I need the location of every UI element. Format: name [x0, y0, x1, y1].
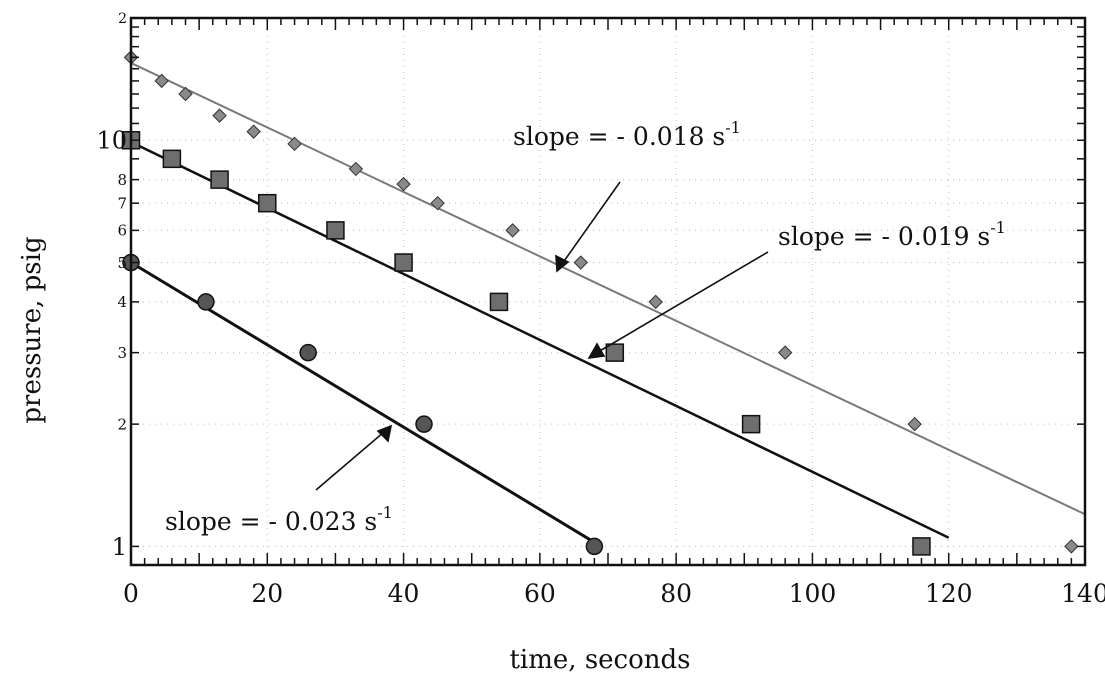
- diamond-marker: [287, 136, 302, 152]
- circle-marker: [197, 293, 215, 311]
- square-marker: [605, 343, 625, 362]
- y-axis-label: pressure, psig: [17, 236, 47, 423]
- diamond-marker: [178, 86, 193, 102]
- fit-line-series-1: [130, 62, 1086, 516]
- slope-label-0018-sup: -1: [725, 118, 741, 137]
- diamond-marker: [246, 124, 261, 139]
- x-tick-label: 100: [789, 579, 837, 608]
- circle-marker: [585, 537, 604, 556]
- y-tick-label: 8: [117, 171, 127, 189]
- diamond-marker: [212, 108, 227, 123]
- arrow-0019: [597, 251, 769, 353]
- annotation-arrows: [315, 181, 769, 491]
- diamond-marker: [777, 345, 793, 360]
- slope-label-0019-text: slope = - 0.019 s: [778, 222, 990, 251]
- y-tick-label: 1: [112, 533, 127, 561]
- y-tick-labels: 1 2 3 4 5 6 7 8 10 2: [96, 11, 127, 561]
- slope-label-0023-sup: -1: [377, 503, 393, 522]
- x-tick-label: 80: [660, 579, 692, 608]
- diamond-marker: [573, 255, 588, 270]
- x-tick-labels: 0 20 40 60 80 100 120 140: [123, 579, 1105, 608]
- slope-label-0018-text: slope = - 0.018 s: [513, 122, 725, 151]
- x-axis-label: time, seconds: [509, 645, 690, 675]
- x-tick-label: 120: [925, 579, 973, 608]
- circle-marker: [299, 343, 317, 362]
- minor-ticks: [130, 17, 1086, 565]
- data-markers: [121, 50, 1079, 556]
- x-tick-label: 60: [524, 579, 556, 608]
- diamond-marker: [154, 73, 169, 89]
- square-marker: [741, 414, 761, 434]
- slope-label-0018: slope = - 0.018 s-1: [513, 118, 741, 151]
- circle-marker: [415, 415, 433, 433]
- x-tick-label: 0: [123, 579, 139, 608]
- grid-lines: [131, 17, 1085, 565]
- slope-label-0023-text: slope = - 0.023 s: [165, 507, 377, 536]
- x-tick-label: 40: [388, 579, 420, 608]
- square-marker: [912, 537, 931, 556]
- arrow-head-0019: [587, 342, 606, 360]
- square-marker: [326, 221, 345, 240]
- diamond-marker: [430, 195, 445, 211]
- slope-label-0019: slope = - 0.019 s-1: [778, 218, 1006, 251]
- slope-label-0023: slope = - 0.023 s-1: [165, 503, 393, 536]
- arrow-head-0023: [376, 424, 393, 443]
- square-marker: [489, 292, 509, 312]
- x-tick-label: 20: [251, 579, 283, 608]
- y-tick-label: 4: [117, 293, 127, 311]
- diamond-marker: [648, 294, 663, 310]
- diamond-marker: [1064, 539, 1079, 554]
- y-tick-label: 10: [96, 127, 127, 155]
- arrow-0018: [561, 181, 621, 265]
- y-tick-label: 2: [118, 11, 127, 27]
- fit-line-series-2: [130, 140, 950, 539]
- diamond-marker: [505, 223, 520, 238]
- square-marker: [258, 193, 277, 213]
- x-tick-label: 140: [1061, 579, 1105, 608]
- square-marker: [162, 149, 182, 169]
- square-marker: [394, 253, 413, 272]
- y-tick-label: 5: [117, 254, 127, 272]
- diamond-marker: [348, 161, 364, 177]
- y-tick-label: 2: [117, 415, 127, 433]
- y-tick-label: 7: [117, 194, 127, 212]
- arrow-0023: [315, 431, 385, 491]
- arrow-head-0018: [555, 254, 570, 273]
- y-tick-label: 3: [117, 344, 127, 362]
- slope-label-0019-sup: -1: [990, 218, 1006, 237]
- y-tick-label: 6: [117, 222, 127, 240]
- diamond-marker: [396, 176, 411, 192]
- diamond-marker: [907, 416, 922, 432]
- plot-frame: [129, 16, 1087, 567]
- square-marker: [210, 170, 229, 189]
